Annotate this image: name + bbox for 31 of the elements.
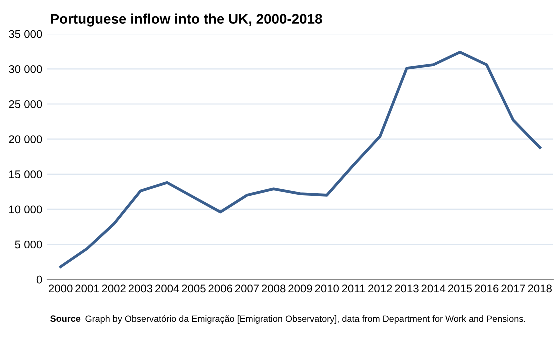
- line-series: [59, 50, 542, 268]
- x-tick-label: 2003: [128, 284, 153, 293]
- chart-title: Portuguese inflow into the UK, 2000-2018: [51, 14, 322, 27]
- x-tick-label: 2002: [102, 284, 126, 293]
- x-tick-label: 2017: [502, 284, 526, 293]
- x-tick-label: 2000: [49, 284, 73, 293]
- y-tick-label: 35 000: [9, 30, 42, 38]
- x-tick-label: 2006: [208, 284, 232, 293]
- x-tick-label: 2008: [262, 284, 286, 293]
- x-tick-label: 2010: [315, 284, 340, 293]
- y-tick-label: 25 000: [9, 100, 42, 108]
- y-tick-label: 15 000: [10, 170, 42, 179]
- x-tick-label: 2005: [182, 284, 206, 293]
- text: Graph by Observatório da Emigração [Emigration Observatory], data from Department for Work and Pensions.: [86, 315, 526, 324]
- y-tick-label: 5 000: [15, 240, 42, 249]
- y-tick-label: 30 000: [9, 65, 42, 74]
- y-tick-label: 20 000: [9, 136, 42, 144]
- x-tick-label: 2014: [422, 284, 446, 293]
- x-tick-label: 2001: [76, 284, 100, 293]
- y-tick-label: 0: [36, 276, 42, 284]
- x-tick-label: 2007: [235, 284, 260, 293]
- text: Source: [50, 316, 81, 322]
- x-tick-label: 2004: [156, 284, 180, 293]
- x-tick-label: 2015: [448, 284, 472, 293]
- x-tick-label: 2018: [528, 284, 552, 293]
- x-tick-label: 2011: [342, 284, 366, 293]
- x-tick-label: 2012: [368, 284, 392, 293]
- x-tick-label: 2016: [475, 284, 499, 293]
- x-tick-label: 2013: [395, 284, 419, 293]
- y-tick-label: 10 000: [10, 206, 42, 214]
- x-tick-label: 2009: [288, 284, 312, 293]
